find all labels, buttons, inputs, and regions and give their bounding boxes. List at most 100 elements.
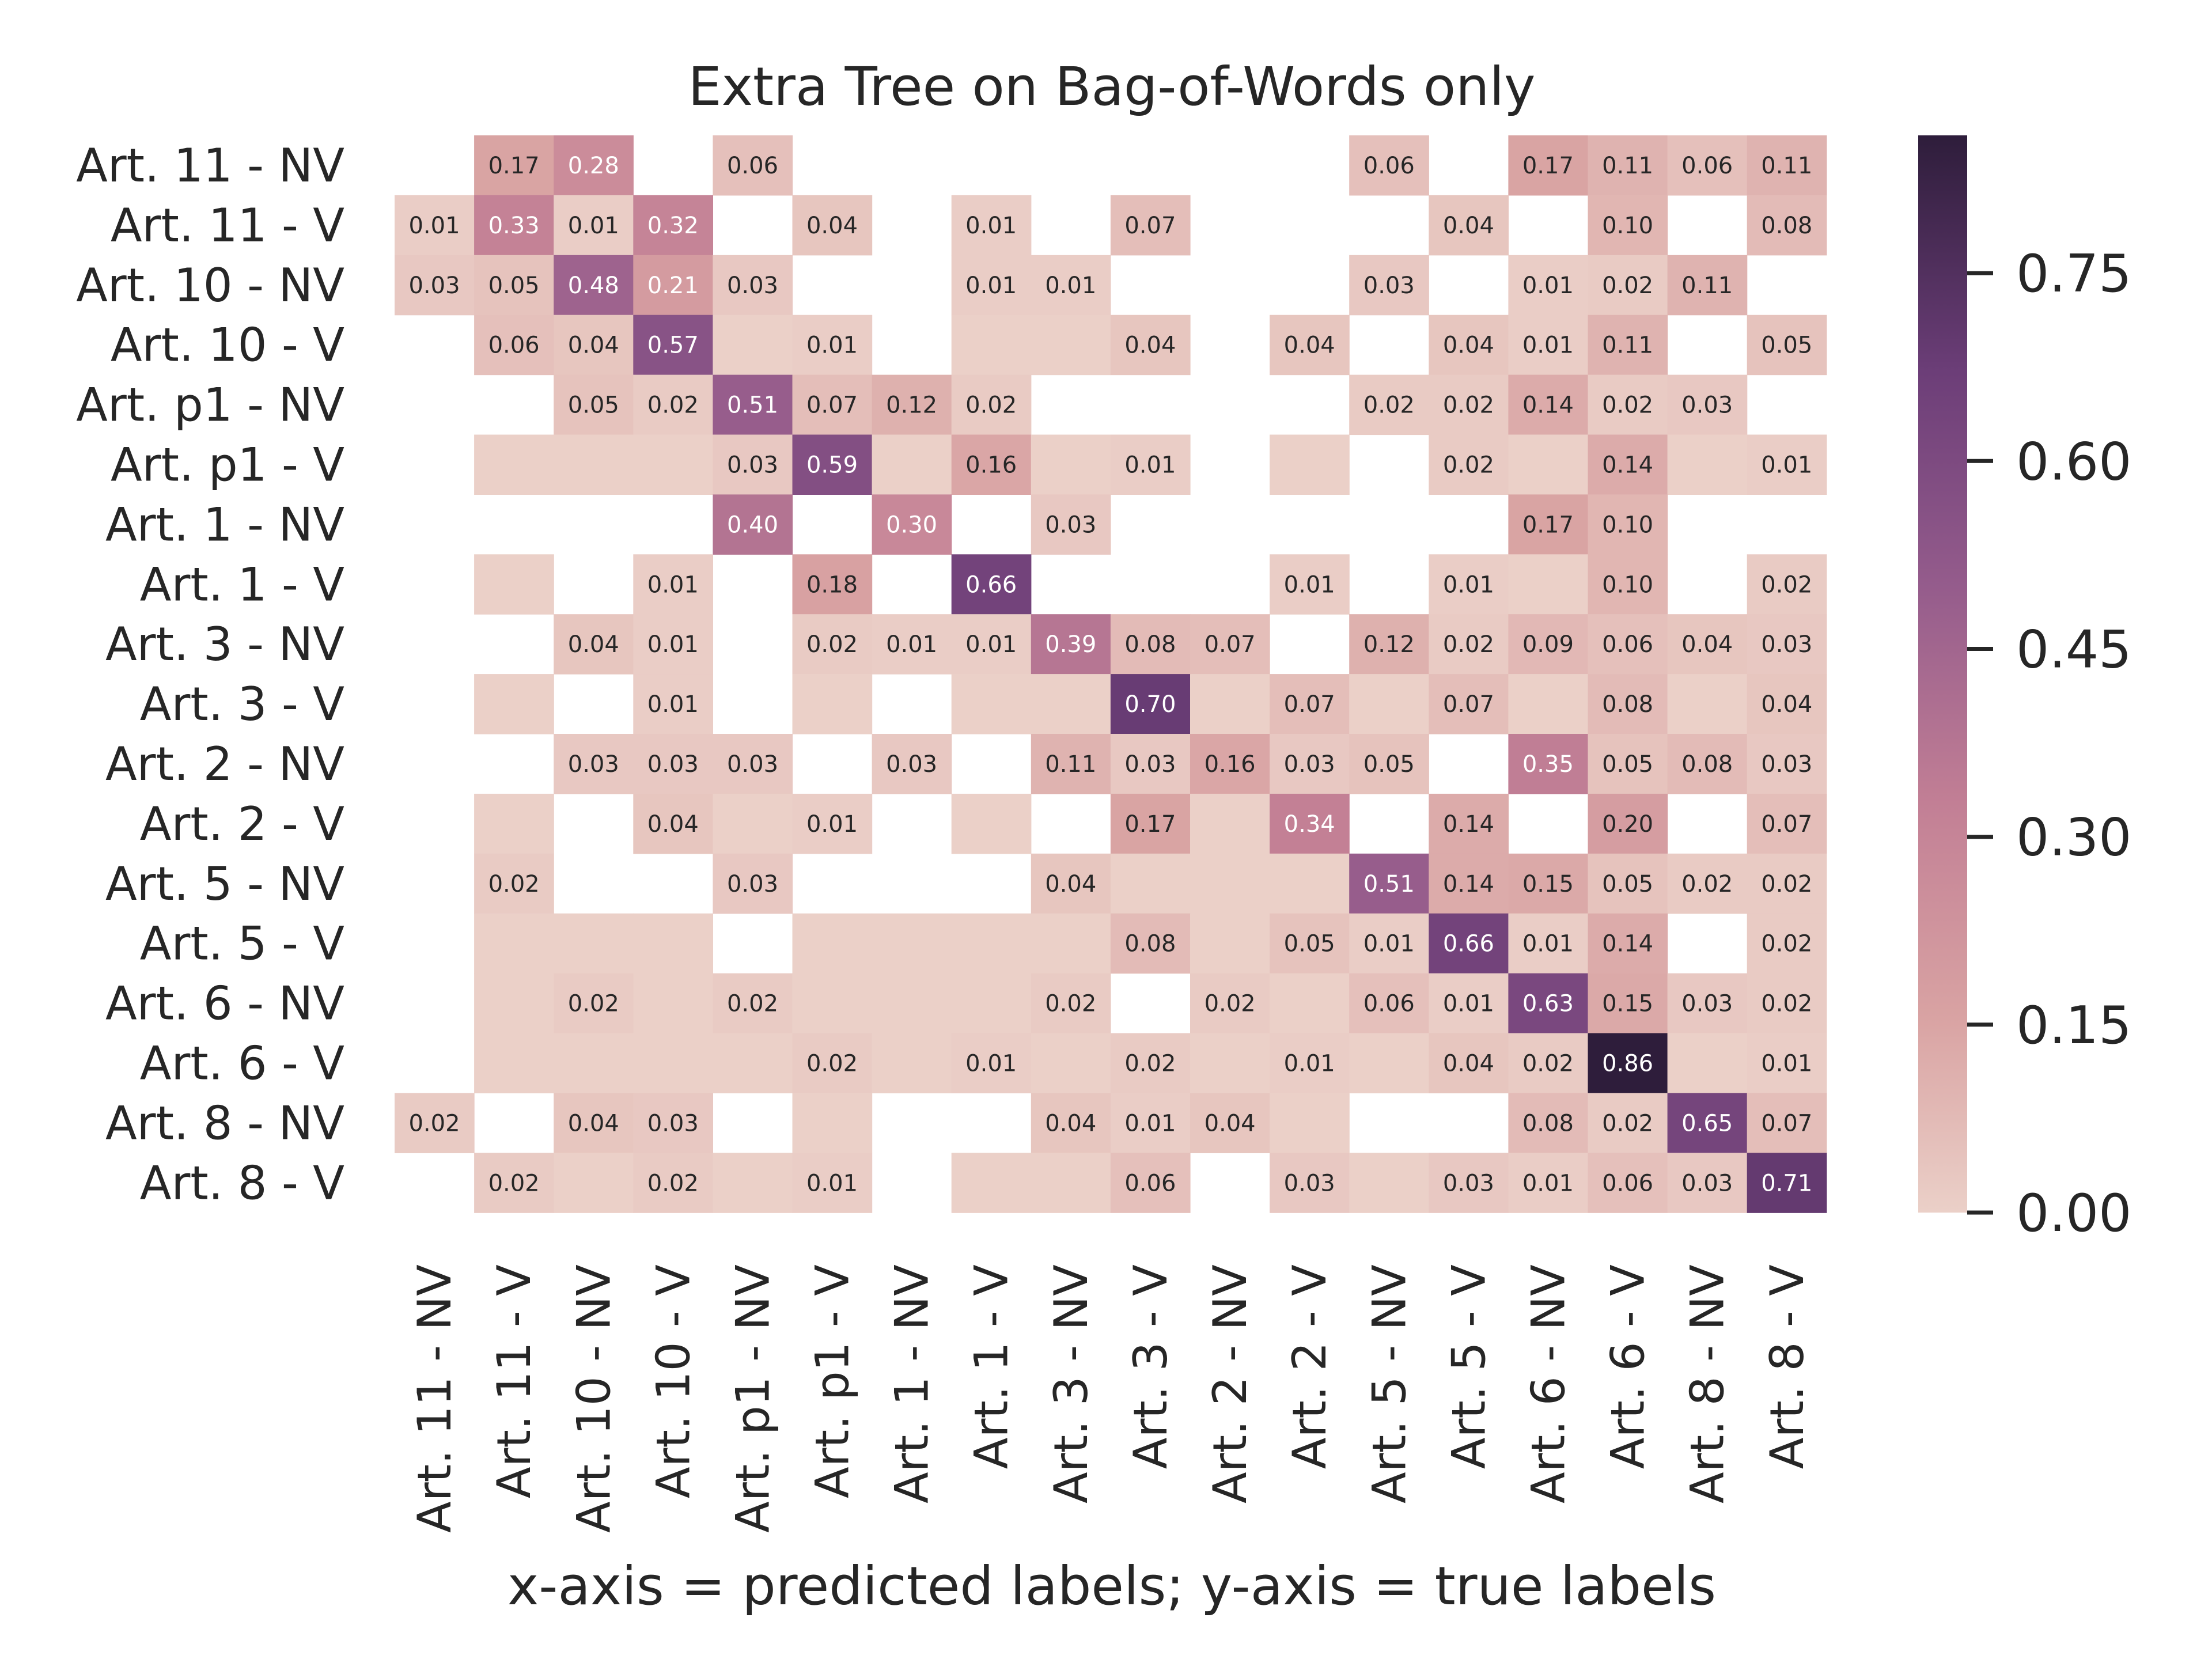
cell-value-label: 0.20	[1602, 811, 1653, 838]
x-tick-label: Art. 8 - V	[1760, 1264, 1814, 1469]
cell-value-label: 0.51	[727, 392, 778, 419]
heatmap-cell	[1110, 195, 1191, 256]
heatmap-cell	[1667, 1093, 1748, 1153]
heatmap-cell	[1110, 1153, 1191, 1213]
heatmap-cell	[1747, 554, 1827, 615]
heatmap-cell	[713, 255, 793, 316]
cell-value-label: 0.02	[965, 392, 1017, 419]
heatmap-cell	[951, 374, 1032, 435]
heatmap-cell	[1588, 374, 1668, 435]
cell-value-label: 0.01	[1522, 332, 1574, 359]
cell-value-label: 0.01	[647, 571, 699, 598]
cell-value-label: 0.04	[1124, 332, 1176, 359]
heatmap-cell	[1508, 1033, 1589, 1093]
cell-value-label: 0.05	[568, 392, 619, 419]
heatmap-cell	[1588, 135, 1668, 196]
heatmap-cell	[951, 674, 1032, 734]
heatmap-cell	[474, 554, 554, 615]
heatmap-cell	[1588, 973, 1668, 1034]
heatmap-cell	[474, 973, 554, 1034]
cell-value-label: 0.01	[1761, 452, 1812, 479]
heatmap-cell	[1429, 973, 1509, 1034]
heatmap-cell	[1270, 1033, 1350, 1093]
y-tick-label: Art. 6 - NV	[105, 977, 344, 1031]
cell-value-label: 0.01	[1284, 571, 1335, 598]
cell-value-label: 0.02	[806, 631, 858, 658]
heatmap-cell	[1667, 973, 1748, 1034]
cell-value-label: 0.05	[1602, 871, 1653, 897]
cell-value-label: 0.02	[1761, 571, 1812, 598]
y-tick-label: Art. 11 - NV	[76, 139, 344, 192]
heatmap-cell	[633, 195, 713, 256]
heatmap-cell	[1429, 315, 1509, 376]
heatmap-cell	[872, 913, 952, 974]
heatmap-cell	[633, 734, 713, 794]
heatmap-cell	[474, 195, 554, 256]
heatmap-cell	[951, 1033, 1032, 1093]
heatmap-cell	[1190, 793, 1270, 854]
heatmap-cell	[792, 793, 873, 854]
heatmap-cell	[1349, 1033, 1429, 1093]
heatmap-cell	[1588, 1153, 1668, 1213]
heatmap-cell	[554, 614, 634, 675]
cell-value-label: 0.63	[1522, 991, 1574, 1017]
cell-value-label: 0.02	[1522, 1051, 1574, 1077]
x-tick-label: Art. 1 - NV	[885, 1264, 939, 1503]
axis-label: x-axis = predicted labels; y-axis = true…	[507, 1555, 1716, 1617]
heatmap-cell	[872, 1033, 952, 1093]
cell-value-label: 0.06	[1363, 153, 1415, 179]
cell-value-label: 0.15	[1602, 991, 1653, 1017]
x-tick-label: Art. 11 - V	[487, 1264, 541, 1498]
cell-value-label: 0.48	[568, 272, 619, 299]
cell-value-label: 0.10	[1602, 571, 1653, 598]
cell-value-label: 0.57	[647, 332, 699, 359]
heatmap-cell	[1508, 255, 1589, 316]
heatmap-cell	[872, 614, 952, 675]
heatmap-cell	[1110, 315, 1191, 376]
heatmap-cell	[1270, 793, 1350, 854]
cell-value-label: 0.65	[1681, 1110, 1733, 1137]
heatmap-cell	[1508, 554, 1589, 615]
heatmap-cell	[872, 374, 952, 435]
cell-value-label: 0.06	[1602, 1170, 1653, 1196]
heatmap-cell	[1508, 853, 1589, 914]
heatmap-cell	[1508, 434, 1589, 495]
cell-value-label: 0.66	[1443, 931, 1494, 957]
cell-value-label: 0.03	[727, 452, 778, 479]
cell-value-label: 0.03	[1284, 751, 1335, 778]
cell-value-label: 0.02	[1761, 931, 1812, 957]
heatmap-cell	[1429, 614, 1509, 675]
cell-value-label: 0.04	[806, 213, 858, 239]
cell-value-label: 0.34	[1284, 811, 1335, 838]
heatmap-cell	[1190, 674, 1270, 734]
cell-value-label: 0.03	[1681, 392, 1733, 419]
cell-value-label: 0.04	[1681, 631, 1733, 658]
heatmap-cell	[792, 195, 873, 256]
heatmap-cell	[1270, 315, 1350, 376]
heatmap-cell	[1349, 614, 1429, 675]
heatmap-cell	[872, 434, 952, 495]
heatmap-cell	[792, 374, 873, 435]
heatmap-cell	[474, 793, 554, 854]
cell-value-label: 0.04	[568, 332, 619, 359]
cell-value-label: 0.01	[1443, 991, 1494, 1017]
cell-value-label: 0.01	[965, 631, 1017, 658]
cell-value-label: 0.05	[1284, 931, 1335, 957]
heatmap-cell	[1667, 853, 1748, 914]
cell-value-label: 0.03	[1681, 991, 1733, 1017]
cell-value-label: 0.07	[1761, 1110, 1812, 1137]
cell-value-label: 0.08	[1681, 751, 1733, 778]
heatmap-cell	[1429, 195, 1509, 256]
heatmap-cell	[713, 434, 793, 495]
heatmap-cell	[474, 434, 554, 495]
heatmap-cell	[1031, 913, 1111, 974]
heatmap-cell	[1508, 315, 1589, 376]
heatmap-cell	[1508, 1153, 1589, 1213]
heatmap-cell	[1349, 853, 1429, 914]
heatmap-cell	[1349, 973, 1429, 1034]
heatmap-cell	[1270, 1153, 1350, 1213]
heatmap-cell	[474, 135, 554, 196]
heatmap-cell	[1031, 434, 1111, 495]
heatmap-cell	[1429, 793, 1509, 854]
heatmap-cell	[554, 255, 634, 316]
